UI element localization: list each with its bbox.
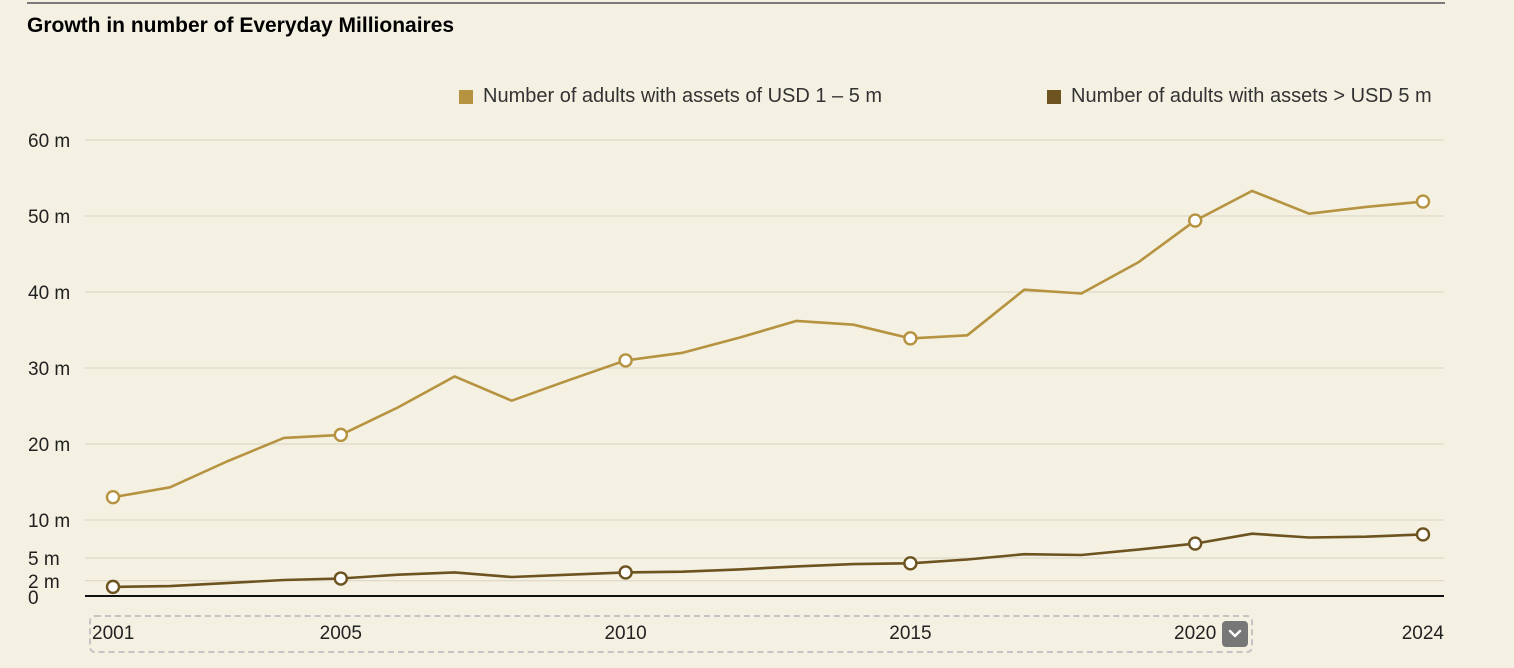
data-point-marker — [105, 579, 121, 595]
x-tick-label: 2024 — [1402, 623, 1445, 644]
chart-title: Growth in number of Everyday Millionaire… — [27, 14, 455, 37]
y-tick-label: 60 m — [28, 131, 70, 152]
legend-item-assets-1-5m[interactable]: Number of adults with assets of USD 1 – … — [459, 85, 882, 108]
legend-item-assets-over-5m[interactable]: Number of adults with assets > USD 5 m — [1047, 85, 1432, 108]
top-rule — [27, 2, 1445, 4]
y-tick-label: 20 m — [28, 435, 70, 456]
x-tick-label: 2015 — [889, 623, 931, 644]
y-tick-label: 5 m — [28, 549, 60, 570]
x-range-selector[interactable] — [89, 615, 1253, 653]
data-point-marker — [1187, 213, 1203, 228]
legend-label: Number of adults with assets > USD 5 m — [1071, 85, 1432, 107]
y-tick-label: 0 — [28, 588, 39, 609]
chevron-down-icon — [1228, 629, 1242, 638]
y-tick-label: 40 m — [28, 283, 70, 304]
data-point-marker — [333, 427, 349, 443]
data-point-marker — [903, 556, 918, 571]
legend-label: Number of adults with assets of USD 1 – … — [483, 85, 883, 107]
legend-swatch-icon — [1047, 89, 1061, 104]
data-point-marker — [618, 353, 633, 368]
data-point-marker — [1187, 536, 1203, 551]
x-tick-label: 2010 — [604, 623, 646, 644]
data-point-marker — [903, 331, 918, 346]
data-point-marker — [1415, 194, 1431, 209]
data-point-marker — [1415, 527, 1431, 542]
y-tick-label: 2 m — [28, 572, 60, 593]
x-tick-label: 2020 — [1174, 623, 1216, 644]
data-point-marker — [618, 565, 633, 580]
y-tick-label: 10 m — [28, 511, 70, 532]
legend-swatch-icon — [459, 89, 473, 104]
x-tick-label: 2005 — [320, 623, 362, 644]
range-dropdown-button[interactable] — [1222, 621, 1248, 647]
y-tick-label: 30 m — [28, 359, 70, 380]
series-line-1 — [112, 189, 1424, 499]
x-tick-label: 2001 — [92, 623, 134, 644]
series-line-2 — [112, 532, 1424, 589]
data-point-marker — [333, 571, 349, 586]
data-point-marker — [105, 490, 121, 505]
y-tick-label: 50 m — [28, 207, 70, 228]
